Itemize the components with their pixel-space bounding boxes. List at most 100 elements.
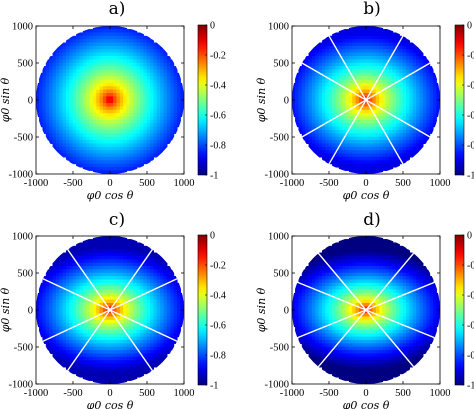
heatmap-cell [295, 326, 300, 331]
heatmap-cell [126, 39, 131, 44]
heatmap-cell [399, 150, 404, 155]
heatmap-cell [355, 160, 360, 165]
heatmap-cell [399, 129, 404, 134]
heatmap-cell [76, 49, 81, 54]
heatmap-cell [139, 52, 144, 57]
heatmap-cell [99, 302, 104, 307]
heatmap-cell [52, 140, 57, 145]
heatmap-cell [406, 55, 411, 60]
heatmap-cell [295, 306, 300, 311]
heatmap-cell [335, 126, 340, 131]
heatmap-cell [392, 92, 397, 97]
heatmap-cell [113, 346, 118, 351]
heatmap-cell [355, 123, 360, 128]
heatmap-cell [305, 99, 310, 104]
heatmap-cell [69, 156, 74, 161]
heatmap-cell [106, 255, 111, 260]
heatmap-cell [72, 346, 77, 351]
heatmap-cell [412, 42, 417, 47]
heatmap-cell [409, 72, 414, 77]
heatmap-cell [92, 242, 97, 247]
heatmap-cell [76, 259, 81, 264]
heatmap-cell [99, 116, 104, 121]
heatmap-cell [126, 366, 131, 371]
heatmap-cell [173, 296, 178, 301]
heatmap-cell [72, 350, 77, 355]
heatmap-cell [176, 306, 181, 311]
heatmap-cell [318, 103, 323, 108]
heatmap-cell [146, 129, 151, 134]
heatmap-cell [143, 156, 148, 161]
heatmap-cell [315, 55, 320, 60]
heatmap-cell [113, 103, 118, 108]
heatmap-cell [365, 156, 370, 161]
heatmap-cell [82, 133, 87, 138]
heatmap-cell [76, 156, 81, 161]
heatmap-cell [173, 66, 178, 71]
heatmap-cell [113, 292, 118, 297]
heatmap-cell [133, 96, 138, 101]
heatmap-cell [129, 86, 134, 91]
heatmap-cell [102, 353, 107, 358]
heatmap-cell [86, 302, 91, 307]
heatmap-cell [39, 329, 44, 334]
heatmap-cell [99, 286, 104, 291]
heatmap-cell [126, 309, 131, 314]
heatmap-cell [150, 259, 155, 264]
heatmap-cell [76, 282, 81, 287]
heatmap-cell [429, 129, 434, 134]
heatmap-cell [82, 62, 87, 67]
heatmap-cell [338, 59, 343, 64]
heatmap-cell [99, 113, 104, 118]
heatmap-cell [332, 106, 337, 111]
heatmap-cell [160, 79, 165, 84]
heatmap-cell [52, 262, 57, 267]
heatmap-cell [99, 242, 104, 247]
heatmap-cell [139, 116, 144, 121]
heatmap-cell [59, 49, 64, 54]
heatmap-cell [133, 146, 138, 151]
heatmap-cell [109, 302, 114, 307]
heatmap-cell [156, 350, 161, 355]
heatmap-cell [59, 79, 64, 84]
heatmap-cell [160, 106, 165, 111]
heatmap-cell [102, 363, 107, 368]
heatmap-cell [113, 123, 118, 128]
heatmap-cell [86, 316, 91, 321]
heatmap-cell [311, 103, 316, 108]
heatmap-cell [133, 116, 138, 121]
heatmap-cell [318, 72, 323, 77]
heatmap-cell [321, 255, 326, 260]
heatmap-cell [389, 86, 394, 91]
heatmap-cell [163, 136, 168, 141]
heatmap-cell [345, 52, 350, 57]
heatmap-cell [129, 163, 134, 168]
heatmap-cell [59, 265, 64, 270]
heatmap-cell [52, 82, 57, 87]
heatmap-cell [321, 106, 326, 111]
heatmap-cell [123, 106, 128, 111]
heatmap-cell [170, 136, 175, 141]
heatmap-cell [119, 255, 124, 260]
heatmap-cell [298, 302, 303, 307]
heatmap-cell [369, 133, 374, 138]
heatmap-cell [96, 346, 101, 351]
heatmap-cell [301, 329, 306, 334]
heatmap-cell [160, 319, 165, 324]
heatmap-cell [389, 99, 394, 104]
heatmap-cell [92, 35, 97, 40]
heatmap-cell [338, 99, 343, 104]
heatmap-cell [136, 116, 141, 121]
heatmap-cell [153, 59, 158, 64]
heatmap-cell [173, 113, 178, 118]
heatmap-cell [126, 292, 131, 297]
heatmap-cell [298, 339, 303, 344]
heatmap-cell [82, 333, 87, 338]
heatmap-cell [146, 143, 151, 148]
heatmap-cell [133, 89, 138, 94]
heatmap-cell [136, 32, 141, 37]
heatmap-cell [348, 49, 353, 54]
heatmap-cell [113, 99, 118, 104]
heatmap-cell [389, 92, 394, 97]
heatmap-cell [173, 326, 178, 331]
